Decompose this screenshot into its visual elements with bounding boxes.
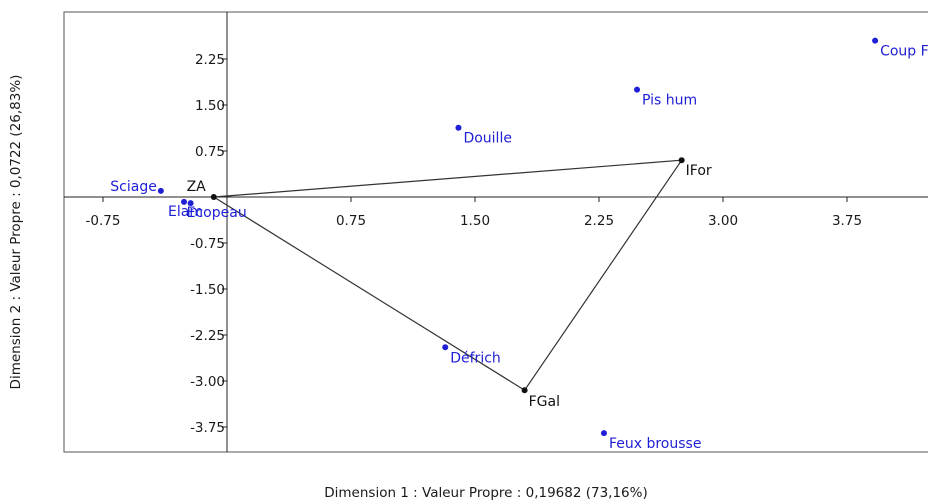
x-tick-label: -0.75 bbox=[86, 213, 121, 229]
row-point-label: Elam bbox=[168, 204, 203, 220]
x-tick-label: 2.25 bbox=[584, 213, 614, 229]
row-point bbox=[157, 187, 164, 194]
row-point bbox=[181, 198, 188, 205]
column-point bbox=[210, 194, 217, 200]
column-point bbox=[678, 157, 685, 164]
y-tick-label: -3.00 bbox=[190, 374, 225, 390]
row-point bbox=[442, 344, 449, 351]
y-tick-label: -1.50 bbox=[190, 282, 225, 298]
column-polygon bbox=[211, 159, 683, 392]
row-point-label: Défrich bbox=[450, 350, 501, 366]
row-point-label: Sciage bbox=[110, 179, 157, 195]
row-point-label: Douille bbox=[463, 131, 512, 147]
x-axis-title: Dimension 1 : Valeur Propre : 0,19682 (7… bbox=[324, 485, 648, 501]
column-point-label: ZA bbox=[187, 179, 207, 195]
y-tick-label: 1.50 bbox=[195, 98, 225, 114]
y-tick-label: -2.25 bbox=[190, 328, 225, 344]
row-point bbox=[600, 430, 607, 437]
x-tick-label: 1.50 bbox=[460, 213, 490, 229]
row-point-label: Ecopeau bbox=[187, 205, 247, 221]
row-point bbox=[634, 86, 641, 93]
row-point-label: Feux brousse bbox=[609, 436, 701, 452]
axes-layer: -0.75 0.75 1.50 2.25 3.00 3.75 2.25 1.50 0.75 -0.… bbox=[63, 11, 928, 453]
row-point-label: Pis hum bbox=[642, 93, 697, 109]
y-axis-title: Dimension 2 : Valeur Propre : 0,0722 (26… bbox=[8, 75, 24, 390]
x-tick-label: 3.75 bbox=[832, 213, 862, 229]
y-tick-label: -3.75 bbox=[190, 420, 225, 436]
y-tick-label: 0.75 bbox=[195, 144, 225, 160]
x-tick-label: 0.75 bbox=[336, 213, 366, 229]
column-point bbox=[521, 387, 528, 394]
column-point-label: IFor bbox=[686, 163, 712, 179]
plot-frame bbox=[63, 11, 928, 453]
row-point bbox=[187, 200, 194, 207]
row-point-label: Coup F bbox=[880, 44, 928, 60]
row-point bbox=[872, 37, 879, 44]
y-tick-label: 2.25 bbox=[195, 52, 225, 68]
y-tick-label: -0.75 bbox=[190, 236, 225, 252]
row-point bbox=[455, 124, 462, 131]
points-layer bbox=[157, 37, 879, 437]
x-tick-label: 3.00 bbox=[708, 213, 738, 229]
polygon-layer bbox=[211, 159, 683, 392]
column-point-label: FGal bbox=[529, 394, 560, 410]
